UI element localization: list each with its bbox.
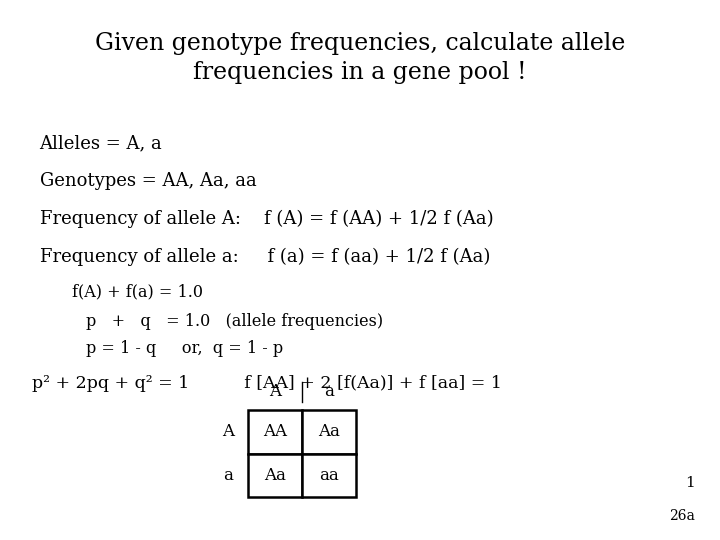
Text: Genotypes = AA, Aa, aa: Genotypes = AA, Aa, aa: [40, 172, 256, 190]
Bar: [302, 454, 356, 497]
Text: Aa: Aa: [264, 467, 287, 484]
Text: p² + 2pq + q² = 1          f [AA] + 2 [f(Aa)] + f [aa] = 1: p² + 2pq + q² = 1 f [AA] + 2 [f(Aa)] + f…: [32, 375, 503, 392]
Text: a: a: [325, 383, 334, 400]
Text: 1: 1: [685, 476, 695, 490]
Text: p = 1 - q     or,  q = 1 - p: p = 1 - q or, q = 1 - p: [86, 340, 284, 357]
Text: Given genotype frequencies, calculate allele: Given genotype frequencies, calculate al…: [95, 32, 625, 55]
Text: 26a: 26a: [669, 509, 695, 523]
Text: Aa: Aa: [318, 423, 341, 441]
Text: Frequency of allele a:     f (a) = f (aa) + 1/2 f (Aa): Frequency of allele a: f (a) = f (aa) + …: [40, 247, 490, 266]
Bar: [302, 410, 356, 454]
Text: A: A: [269, 383, 282, 400]
Text: AA: AA: [264, 423, 287, 441]
Text: a: a: [223, 467, 233, 484]
Text: frequencies in a gene pool !: frequencies in a gene pool !: [193, 62, 527, 84]
Text: A: A: [222, 423, 234, 441]
Text: Alleles = A, a: Alleles = A, a: [40, 134, 162, 152]
Bar: [248, 410, 302, 454]
Text: Frequency of allele A:    f (A) = f (AA) + 1/2 f (Aa): Frequency of allele A: f (A) = f (AA) + …: [40, 210, 493, 228]
Text: f(A) + f(a) = 1.0: f(A) + f(a) = 1.0: [72, 283, 203, 300]
Bar: [248, 454, 302, 497]
Text: aa: aa: [320, 467, 339, 484]
Text: p   +   q   = 1.0   (allele frequencies): p + q = 1.0 (allele frequencies): [86, 313, 384, 330]
